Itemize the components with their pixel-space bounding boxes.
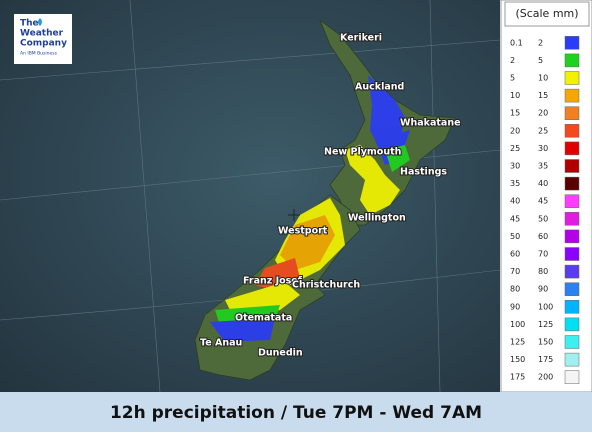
legend-from: 35 (510, 179, 520, 188)
logo-text: The (20, 19, 39, 29)
legend-to: 5 (538, 56, 543, 65)
logo-drop (38, 18, 42, 26)
legend-swatch (564, 71, 580, 85)
logo-box (14, 14, 72, 64)
legend-swatch (564, 36, 580, 50)
legend-swatch (564, 53, 580, 68)
legend-swatch (564, 124, 580, 138)
legend-swatch (564, 176, 580, 191)
legend-from: 80 (510, 285, 520, 294)
city-label: Otematata (235, 313, 292, 324)
legend-swatch (564, 141, 580, 156)
legend-from: 30 (510, 162, 520, 171)
legend-to: 35 (538, 162, 548, 171)
legend-swatch (564, 282, 580, 296)
legend-to: 70 (538, 250, 548, 259)
legend-to: 150 (538, 338, 553, 347)
legend-from: 90 (510, 302, 520, 311)
legend-swatch (564, 264, 580, 279)
city-label: Dunedin (258, 348, 303, 359)
legend-from: 5 (510, 74, 515, 83)
legend-from: 0.1 (510, 38, 523, 47)
city-label: Whakatane (400, 118, 461, 129)
city-label: Auckland (355, 82, 404, 93)
legend-swatch (564, 88, 580, 103)
legend-to: 25 (538, 126, 548, 135)
legend-to: 45 (538, 197, 548, 206)
legend-to: 100 (538, 302, 553, 311)
legend-swatch (564, 352, 580, 367)
crosshair (288, 209, 300, 221)
legend-swatch (564, 229, 580, 244)
legend-to: 200 (538, 373, 553, 382)
legend-title: (Scale mm) (515, 7, 578, 20)
city-label: Franz Josef (243, 276, 303, 287)
legend-to: 175 (538, 355, 553, 364)
legend-to: 20 (538, 109, 548, 118)
city-labels: Kerikeri Auckland Whakatane New Plymouth Has… (199, 32, 462, 360)
legend-to: 90 (538, 285, 548, 294)
legend-from: 175 (510, 373, 525, 382)
legend-from: 40 (510, 197, 520, 206)
logo-text: Weather (20, 29, 64, 39)
legend-to: 2 (538, 38, 543, 47)
caption: 12h precipitation / Tue 7PM - Wed 7AM (110, 403, 482, 423)
city-label: Westport (278, 226, 328, 237)
legend-from: 20 (510, 126, 520, 135)
legend-from: 100 (510, 320, 525, 329)
legend-from: 125 (510, 338, 525, 347)
caption-bar (0, 392, 592, 432)
legend-swatch (564, 212, 580, 226)
legend-to: 125 (538, 320, 553, 329)
legend-swatch (564, 300, 580, 314)
legend-from: 70 (510, 267, 520, 276)
logo-text: Company (20, 39, 67, 49)
legend-from: 45 (510, 214, 520, 223)
city-label: Te Anau (200, 338, 242, 349)
legend-from: 10 (510, 91, 520, 100)
legend-header (504, 1, 590, 27)
legend-from: 50 (510, 232, 520, 241)
legend-from: 2 (510, 56, 515, 65)
legend-swatch (564, 370, 580, 384)
city-label: Hastings (400, 167, 447, 178)
logo-tagline: An IBM Business (20, 51, 58, 57)
legend-to: 50 (538, 214, 548, 223)
legend-to: 60 (538, 232, 548, 241)
precipitation (210, 75, 410, 342)
city-label: Kerikeri (340, 33, 382, 44)
legend-swatch (564, 317, 580, 332)
legend-swatch (564, 106, 580, 120)
legend-to: 30 (538, 144, 548, 153)
city-label: Christchurch (292, 280, 360, 291)
legend-swatch (564, 247, 580, 261)
legend-swatch (564, 335, 580, 349)
legend-from: 15 (510, 109, 520, 118)
legend-to: 15 (538, 91, 548, 100)
legend-swatch (564, 159, 580, 173)
legend-from: 25 (510, 144, 520, 153)
legend-from: 150 (510, 355, 525, 364)
city-label: Wellington (348, 213, 406, 224)
legend-to: 80 (538, 267, 548, 276)
legend-to: 10 (538, 74, 548, 83)
legend-swatch (564, 194, 580, 208)
legend-to: 40 (538, 179, 548, 188)
city-label: New Plymouth (324, 147, 402, 158)
legend-from: 60 (510, 250, 520, 259)
